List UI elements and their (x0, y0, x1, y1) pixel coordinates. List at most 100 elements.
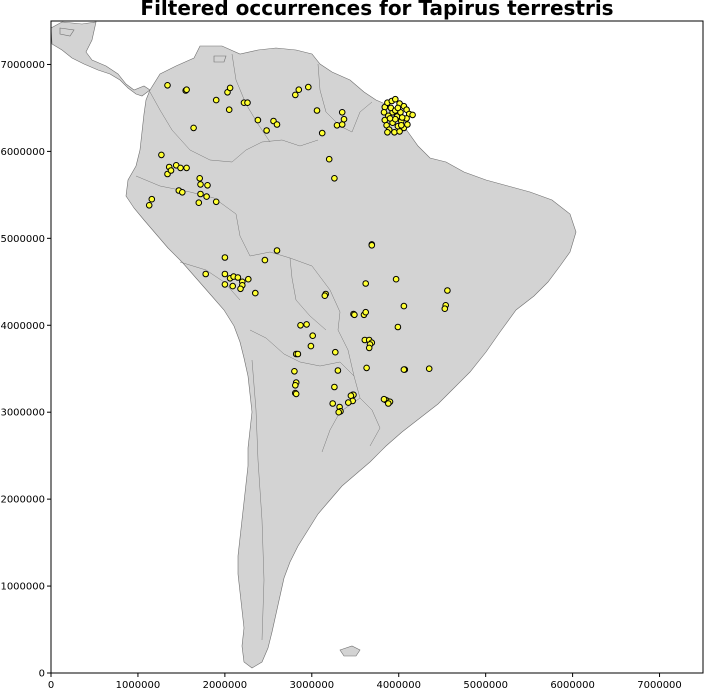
occurrence-point (340, 115, 348, 123)
occurrence-point (334, 367, 342, 374)
country-border (149, 91, 233, 163)
y-tick-label: 3000000 (0, 408, 45, 419)
occurrence-point (363, 364, 370, 372)
occurrence-point (229, 282, 236, 290)
occurrence-point (195, 199, 203, 206)
occurrence-point (365, 344, 373, 352)
occurrence-point (226, 84, 234, 92)
occurrence-point (384, 129, 391, 136)
occurrence-point (221, 281, 229, 288)
caribbean-island (213, 55, 227, 63)
occurrence-point (197, 190, 204, 198)
occurrence-point (380, 395, 388, 403)
occurrence-point (244, 99, 251, 106)
occurrence-point (380, 109, 388, 116)
y-tick-label: 5000000 (0, 234, 45, 245)
country-borders (135, 53, 381, 641)
occurrence-point (325, 155, 333, 163)
occurrence-point (307, 342, 315, 350)
occurrence-point (197, 181, 204, 188)
occurrence-point (404, 121, 411, 128)
country-border (231, 139, 319, 163)
x-axis: 0 1000000 2000000 3000000 4000000 5000000 6000… (48, 673, 682, 690)
occurrence-point (252, 289, 259, 297)
occurrence-point (148, 195, 156, 203)
y-tick-label: 2000000 (0, 495, 45, 506)
occurrence-point (351, 311, 358, 319)
country-border (319, 361, 361, 399)
occurrence-point (318, 129, 326, 137)
x-tick-label: 7000000 (637, 680, 682, 690)
occurrence-point (294, 350, 302, 358)
country-border (251, 359, 265, 641)
occurrence-point (177, 164, 184, 172)
occurrence-point (234, 274, 242, 281)
occurrence-point (345, 399, 352, 406)
occurrence-point (425, 365, 433, 373)
occurrence-point (183, 164, 190, 172)
country-border (289, 257, 341, 331)
occurrence-point (338, 121, 346, 128)
falkland-islands (339, 645, 361, 657)
occurrence-point (400, 302, 408, 310)
occurrence-point (409, 111, 416, 119)
x-tick-label: 2000000 (203, 680, 248, 690)
occurrence-point (368, 242, 376, 249)
occurrence-point (237, 285, 244, 293)
occurrence-point (321, 292, 329, 300)
occurrence-point (261, 256, 269, 264)
occurrence-point (332, 348, 339, 356)
occurrence-point (398, 122, 405, 129)
y-axis: 0 1000000 2000000 3000000 4000000 5000000 6000… (0, 60, 51, 680)
y-tick-label: 6000000 (0, 147, 45, 158)
occurrence-point (394, 323, 402, 331)
occurrence-point (212, 96, 220, 104)
occurrence-point (338, 109, 346, 116)
occurrence-point (204, 182, 211, 189)
caribbean-island (59, 27, 75, 37)
occurrence-point (158, 151, 165, 159)
occurrence-point (292, 382, 299, 389)
occurrence-point (391, 129, 398, 136)
occurrence-point (297, 322, 304, 329)
occurrence-point (254, 116, 262, 124)
occurrence-point (295, 86, 303, 93)
occurrence-point (291, 368, 298, 375)
occurrence-point (441, 305, 449, 313)
occurrence-point (190, 124, 197, 132)
x-tick-label: 1000000 (116, 680, 161, 690)
occurrence-point (221, 254, 229, 261)
occurrence-point (303, 321, 310, 328)
occurrence-point (331, 175, 338, 182)
occurrence-point (331, 383, 338, 391)
occurrence-point (202, 270, 209, 278)
y-tick-label: 4000000 (0, 321, 45, 332)
x-tick-label: 6000000 (550, 680, 595, 690)
occurrence-point (273, 247, 281, 254)
map-plot-area (50, 21, 703, 673)
y-tick-label: 7000000 (0, 60, 45, 71)
country-border (351, 101, 373, 133)
occurrence-point (164, 82, 171, 89)
occurrence-points (145, 82, 451, 416)
occurrence-point (385, 400, 392, 407)
country-border (249, 329, 321, 367)
occurrence-point (245, 275, 252, 283)
occurrence-point (313, 107, 321, 114)
occurrence-point (183, 86, 190, 93)
plot-frame (50, 20, 704, 674)
country-border (179, 261, 241, 301)
y-tick-label: 0 (39, 669, 45, 680)
occurrence-point (292, 390, 300, 398)
x-tick-label: 5000000 (463, 680, 508, 690)
occurrence-point (392, 275, 400, 283)
x-tick-label: 0 (48, 680, 54, 690)
country-border (337, 329, 355, 377)
occurrence-point (292, 91, 299, 99)
occurrence-point (398, 114, 406, 121)
country-border (359, 397, 381, 447)
occurrence-point (335, 408, 343, 416)
occurrence-point (273, 121, 281, 128)
occurrence-point (362, 280, 370, 287)
